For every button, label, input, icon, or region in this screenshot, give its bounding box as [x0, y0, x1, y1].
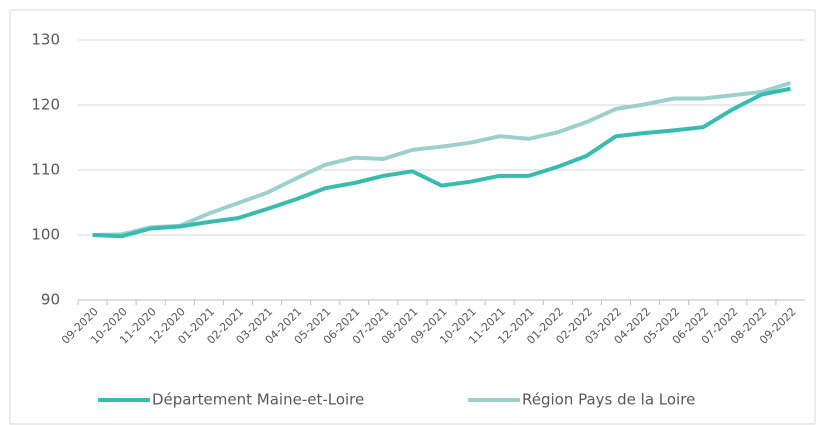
y-tick-label: 100	[31, 226, 60, 244]
line-series	[92, 80, 792, 237]
y-tick-label: 90	[41, 291, 60, 309]
y-tick-label: 120	[31, 96, 60, 114]
chart-frame	[9, 9, 816, 425]
y-tick-label: 130	[31, 31, 60, 49]
line-series	[92, 86, 791, 239]
legend-label: Région Pays de la Loire	[522, 391, 695, 409]
legend-label: Département Maine-et-Loire	[152, 391, 364, 409]
y-tick-label: 110	[31, 161, 60, 179]
